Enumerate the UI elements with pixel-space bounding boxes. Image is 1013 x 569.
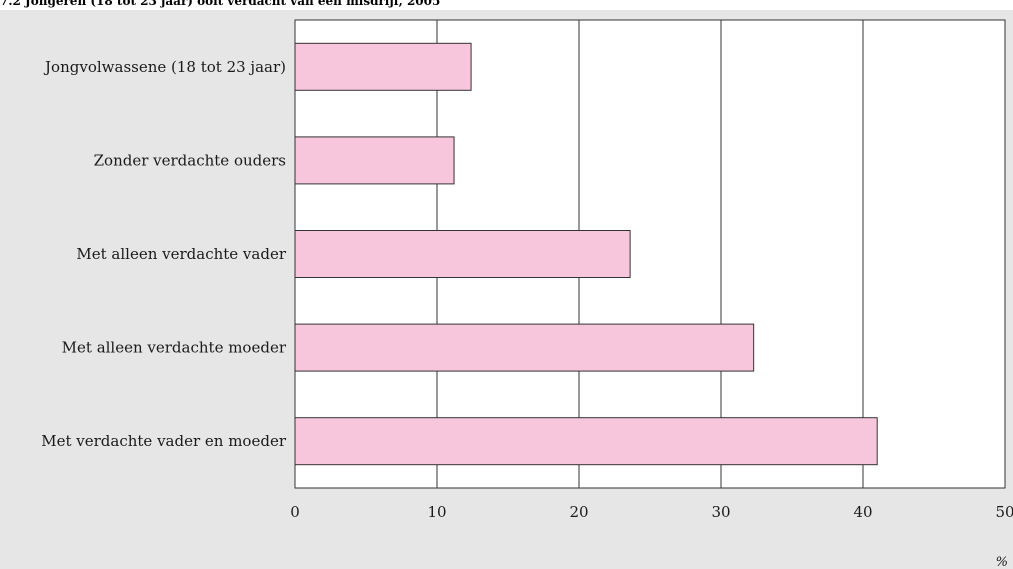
chart-title: 7.2 Jongeren (18 tot 23 jaar) ooit verda… bbox=[0, 0, 441, 8]
x-axis-label: % bbox=[996, 555, 1008, 569]
category-label: Met alleen verdachte moeder bbox=[62, 339, 287, 357]
bar bbox=[294, 323, 755, 372]
x-tick-label: 50 bbox=[995, 503, 1013, 521]
category-label: Zonder verdachte ouders bbox=[94, 151, 286, 169]
bar bbox=[294, 230, 631, 278]
bar bbox=[294, 42, 472, 91]
category-label: Jongvolwassene (18 tot 23 jaar) bbox=[43, 58, 286, 76]
bar bbox=[294, 417, 878, 466]
x-tick-label: 30 bbox=[711, 503, 730, 521]
x-tick-label: 40 bbox=[853, 503, 872, 521]
x-tick-label: 10 bbox=[427, 503, 446, 521]
category-label: Met verdachte vader en moeder bbox=[41, 432, 287, 450]
bar bbox=[294, 136, 455, 185]
x-tick-label: 0 bbox=[290, 503, 300, 521]
x-tick-label: 20 bbox=[569, 503, 588, 521]
category-label: Met alleen verdachte vader bbox=[76, 245, 286, 263]
